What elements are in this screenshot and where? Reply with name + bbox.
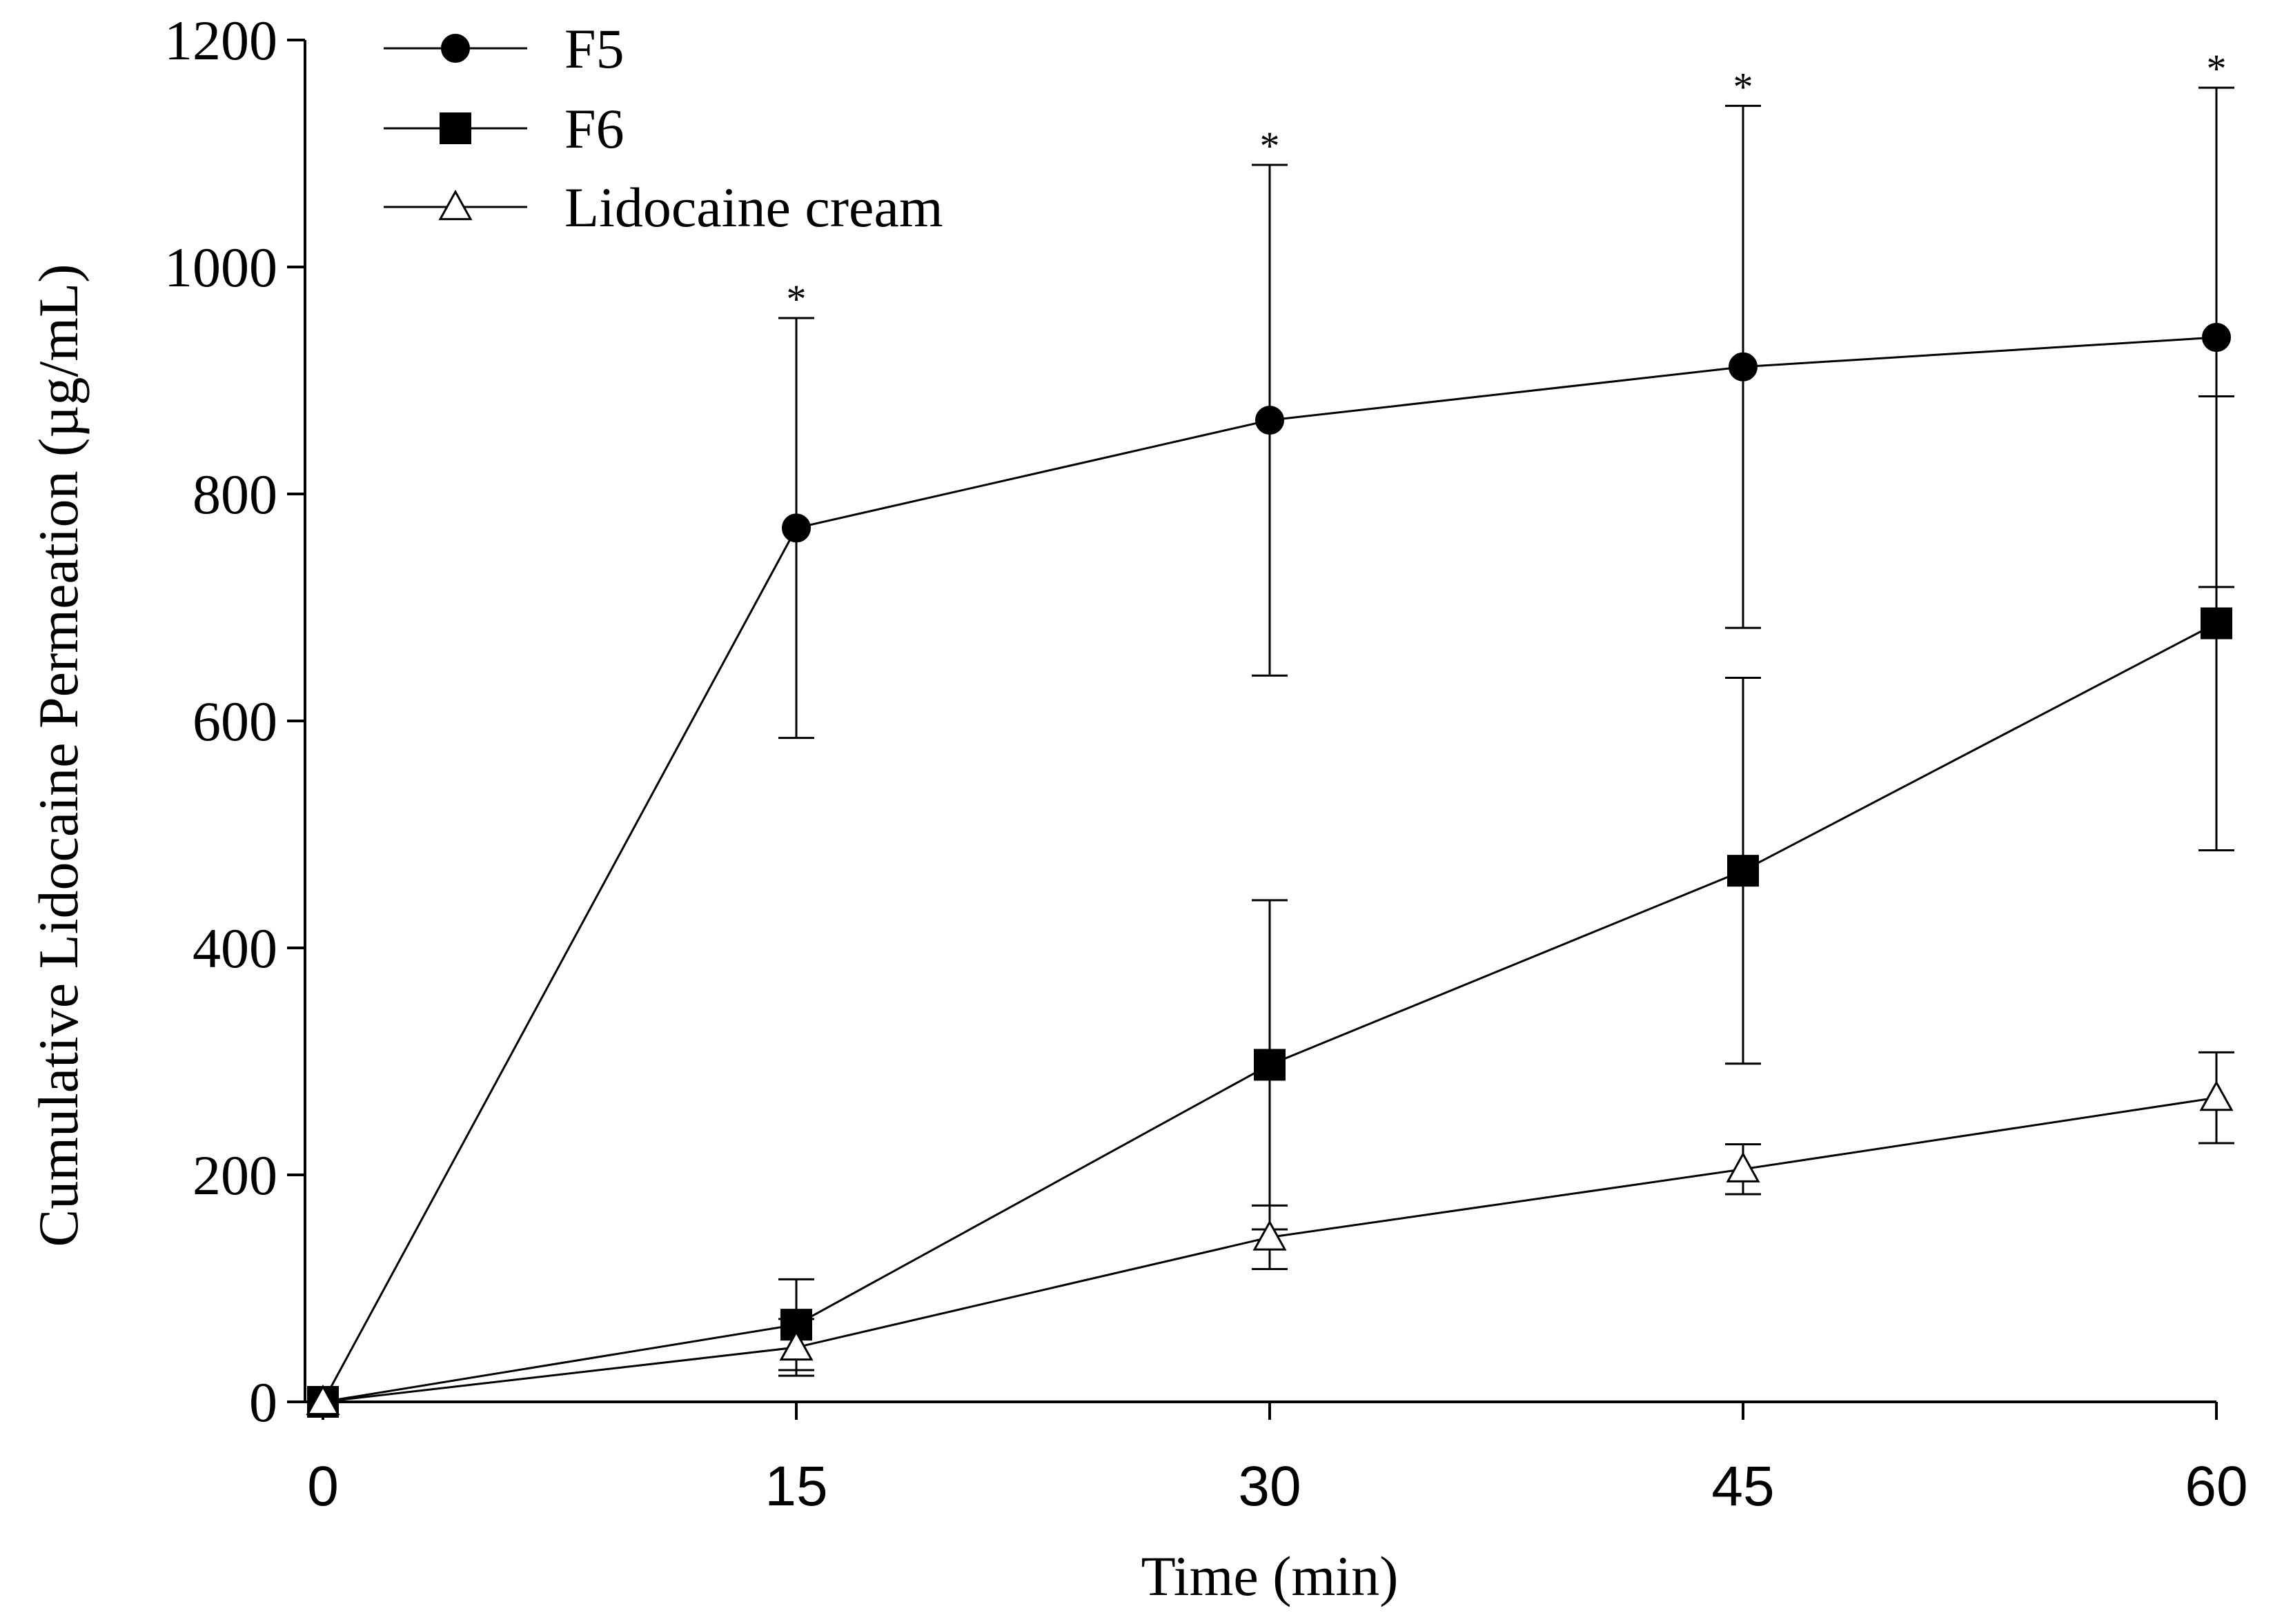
data-point: [1254, 1049, 1286, 1081]
data-point: [1729, 352, 1758, 382]
significance-marker: *: [787, 277, 807, 321]
y-tick-label: 800: [193, 463, 277, 526]
ticks: 0 200 400 600 800 1000 1200 0 15 30 45 60: [164, 9, 2248, 1518]
y-axis-title: Cumulative Lidocaine Permeation (µg/mL): [27, 264, 90, 1247]
data-point: [2201, 607, 2232, 640]
data-point: [1252, 1220, 1287, 1251]
x-axis-title: Time (min): [1141, 1545, 1399, 1607]
data-point: [1727, 855, 1759, 887]
series-lidocaine-cream: [306, 1051, 2234, 1416]
axes: [304, 40, 2216, 1403]
data-point: [1726, 1151, 1760, 1182]
legend-item: F6: [384, 97, 624, 160]
legend-label: Lidocaine cream: [564, 176, 943, 239]
significance-marker: *: [2207, 46, 2227, 91]
legend: F5 F6 Lidocaine cream: [384, 17, 943, 239]
x-tick-label: 30: [1238, 1455, 1301, 1518]
legend-marker: [440, 112, 471, 144]
y-tick-label: 600: [193, 690, 277, 753]
legend-marker: [438, 189, 473, 221]
y-tick-label: 0: [249, 1371, 277, 1434]
x-tick-label: 15: [765, 1455, 827, 1518]
y-tick-label: 400: [193, 917, 277, 980]
y-tick-label: 1200: [164, 9, 277, 72]
series-layer: [306, 86, 2234, 1418]
x-tick-label: 0: [307, 1455, 339, 1518]
legend-item: F5: [384, 17, 624, 80]
legend-label: F5: [564, 17, 624, 80]
x-tick-label: 45: [1711, 1455, 1774, 1518]
data-point: [2202, 322, 2231, 352]
data-point: [1255, 406, 1284, 435]
y-tick-label: 200: [193, 1144, 277, 1207]
legend-label: F6: [564, 97, 624, 160]
significance-marker: *: [1733, 64, 1753, 109]
data-point: [782, 513, 811, 543]
series-f5: [308, 86, 2234, 1416]
data-point: [2199, 1080, 2234, 1111]
data-point: [306, 1384, 340, 1416]
legend-item: Lidocaine cream: [384, 176, 943, 239]
significance-marker: *: [1260, 123, 1280, 168]
x-tick-label: 60: [2185, 1455, 2247, 1518]
y-tick-label: 1000: [164, 236, 277, 299]
data-point: [779, 1329, 814, 1361]
annotation-layer: * * * *: [787, 46, 2227, 321]
legend-marker: [441, 34, 470, 63]
